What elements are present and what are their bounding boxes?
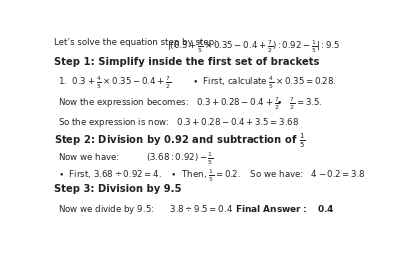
Text: $\mathbf{0.4}$: $\mathbf{0.4}$	[317, 203, 335, 214]
Text: Let’s solve the equation step by step:: Let’s solve the equation step by step:	[53, 38, 217, 47]
Text: 1.  $0.3 + \frac{4}{5}\times 0.35 - 0.4 + \frac{7}{2}$: 1. $0.3 + \frac{4}{5}\times 0.35 - 0.4 +…	[57, 74, 171, 90]
Text: $\mathbf{Final\ Answer:}$: $\mathbf{Final\ Answer:}$	[235, 203, 307, 214]
Text: $\bullet$  First, calculate $\frac{4}{5}\times 0.35 = 0.28.$: $\bullet$ First, calculate $\frac{4}{5}\…	[192, 74, 337, 90]
Text: So the expression is now:   $0.3 + 0.28 - 0.4 + 3.5 = 3.68$: So the expression is now: $0.3 + 0.28 - …	[57, 116, 299, 129]
Text: Step 1: Simplify inside the first set of brackets: Step 1: Simplify inside the first set of…	[53, 57, 319, 67]
Text: Now the expression becomes:   $0.3 + 0.28 - 0.4 + \frac{7}{2}$: Now the expression becomes: $0.3 + 0.28 …	[57, 95, 280, 112]
Text: Now we have:          $(3.68 : 0.92) - \frac{1}{5}$: Now we have: $(3.68 : 0.92) - \frac{1}{5…	[57, 150, 213, 166]
Text: $|(0.3 + \frac{4}{5}\times 0.35 - 0.4 + \frac{7}{2}) : 0.92 - \frac{1}{5}| : 9.5: $|(0.3 + \frac{4}{5}\times 0.35 - 0.4 + …	[168, 38, 341, 54]
Text: $\bullet$   $\frac{7}{2} = 3.5.$: $\bullet$ $\frac{7}{2} = 3.5.$	[276, 95, 322, 112]
Text: $\bullet$  First, $3.68 \div 0.92 = 4.$   $\bullet$  Then, $\frac{1}{5} = 0.2.$ : $\bullet$ First, $3.68 \div 0.92 = 4.$ $…	[57, 167, 365, 184]
Text: Step 3: Division by 9.5: Step 3: Division by 9.5	[53, 184, 181, 194]
Text: Now we divide by 9.5:      $3.8 \div 9.5 = 0.4$: Now we divide by 9.5: $3.8 \div 9.5 = 0.…	[57, 203, 233, 216]
Text: Step 2: Division by 0.92 and subtraction of $\frac{1}{5}$: Step 2: Division by 0.92 and subtraction…	[53, 132, 305, 150]
